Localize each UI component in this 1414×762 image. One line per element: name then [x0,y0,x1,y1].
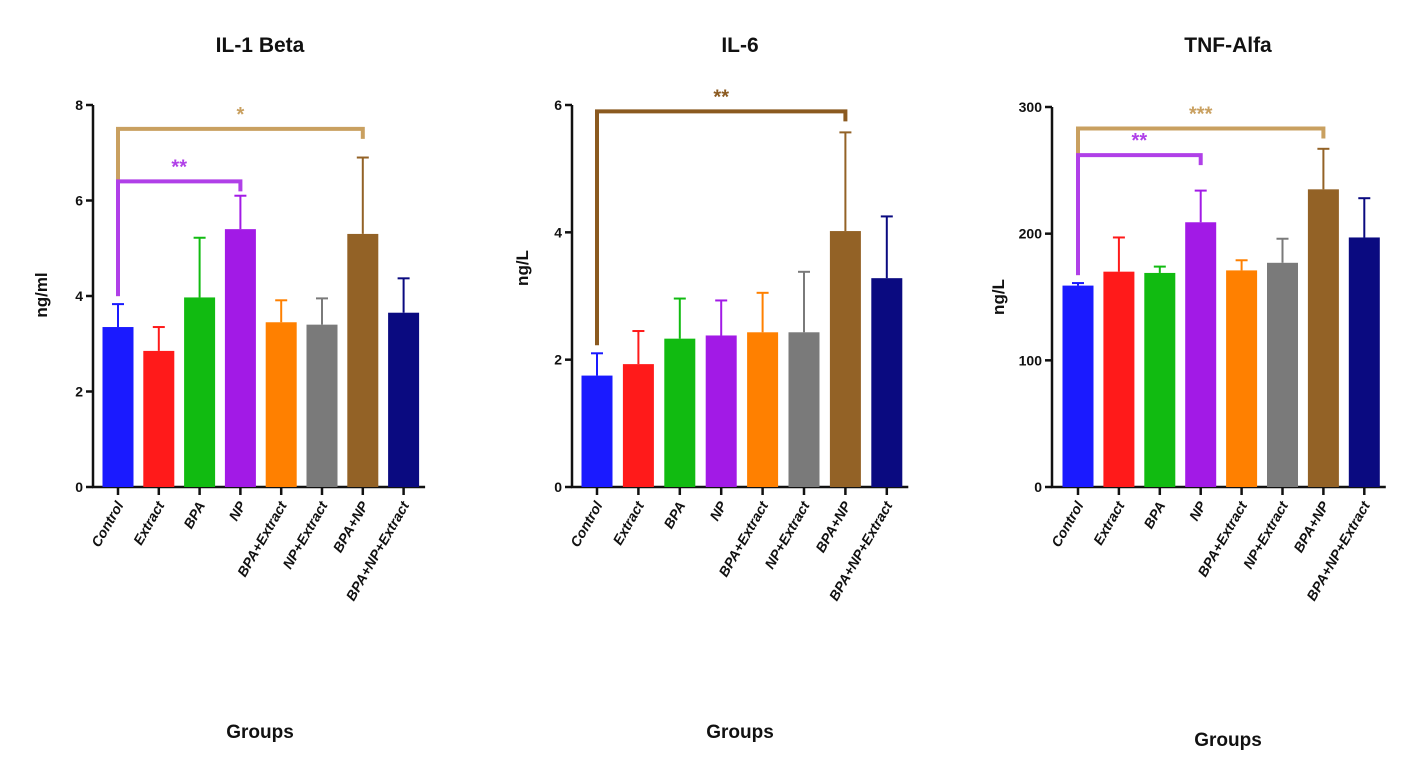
x-category-label: BPA [180,499,208,532]
chart-title: IL-1 Beta [216,34,305,57]
bar-np [1185,222,1217,487]
bar-np [224,229,256,487]
bar-np-extract [788,332,820,487]
x-category-label: Control [1048,498,1087,550]
bar-bpa-extract [1226,270,1258,487]
bar-extract [622,364,654,487]
y-axis-label: ng/L [513,250,532,286]
x-category-label: BPA [1140,499,1168,532]
x-category-label: Extract [130,497,168,547]
y-axis-label: ng/ml [32,272,51,317]
y-tick-label: 0 [554,479,562,495]
y-tick-label: 6 [554,97,562,113]
chart-title: TNF-Alfa [1184,34,1272,57]
significance-label: ** [1132,130,1148,152]
y-tick-label: 0 [1034,479,1042,495]
chart-title: IL-6 [721,34,758,57]
bar-bpa-np-extract [871,278,903,487]
x-axis-label: Groups [1194,730,1262,751]
y-tick-label: 200 [1019,226,1043,242]
x-category-label: BPA+NP [1290,498,1332,555]
x-category-label: NP [706,498,730,523]
y-tick-label: 2 [554,352,562,368]
y-tick-label: 4 [75,288,83,304]
y-tick-label: 4 [554,224,562,240]
chart-panel-il6: IL-6 ng/L Groups 0 2 4 6 Control Extract BPA NP… [513,34,909,743]
x-category-label: BPA [660,499,688,532]
x-category-label: BPA+NP [329,498,371,555]
bar-control [581,375,613,487]
significance-bracket [116,179,243,297]
bar-bpa [664,338,696,487]
y-tick-label: 8 [75,97,83,113]
significance-label: * [237,104,245,126]
y-axis-label: ng/L [989,279,1008,315]
significance-bracket [1076,153,1203,276]
bar-np-extract [1267,262,1298,487]
x-category-label: NP [225,498,249,523]
x-category-label: Extract [609,497,647,547]
bar-bpa-extract [265,322,297,487]
x-axis-label: Groups [226,722,294,743]
significance-label: ** [171,156,187,178]
bar-bpa-np [829,231,861,487]
significance-label: ** [713,86,729,108]
y-tick-label: 300 [1019,99,1043,115]
x-category-label: BPA+NP [812,498,854,555]
x-category-label: Extract [1090,497,1128,547]
x-axis-label: Groups [706,722,774,743]
bar-bpa-np-extract [1348,237,1380,487]
bar-np-extract [306,324,338,487]
bar-bpa [184,297,216,487]
y-tick-label: 2 [75,384,83,400]
chart-panel-tnf-alfa: TNF-Alfa ng/L Groups 0 100 200 300 Control Ex… [989,34,1386,751]
significance-label: *** [1189,104,1213,126]
x-category-label: Control [88,498,127,550]
y-tick-label: 6 [75,193,83,209]
bar-control [1062,285,1094,487]
significance-bracket [595,109,848,346]
bar-bpa-extract [747,332,779,487]
bar-extract [1103,271,1135,487]
bar-np [705,335,737,487]
chart-panel-il1-beta: IL-1 Beta ng/ml Groups 0 2 4 6 8 Control Extra… [32,34,426,743]
y-tick-label: 0 [75,479,83,495]
bar-bpa-np-extract [388,312,420,487]
bar-control [102,327,134,487]
x-category-label: Control [567,498,606,550]
y-tick-label: 100 [1019,352,1043,368]
bar-bpa-np [1307,189,1339,488]
bar-bpa-np [347,233,379,487]
x-category-label: NP [1186,498,1210,523]
bar-bpa [1144,272,1176,487]
bar-extract [143,350,175,487]
